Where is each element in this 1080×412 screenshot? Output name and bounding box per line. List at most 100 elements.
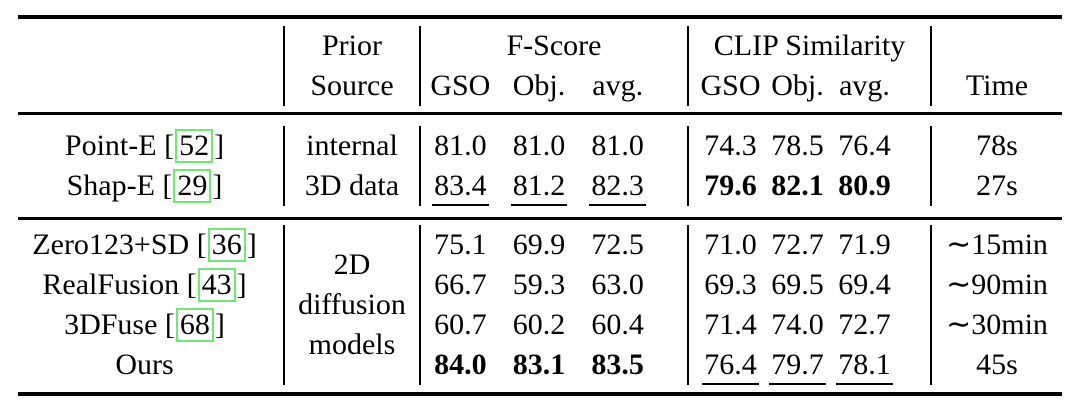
time-column: ∼15min ∼90min ∼30min 45s: [930, 225, 1062, 385]
fscore-cell: 59.3: [500, 265, 579, 305]
fscore-row: 81.0 81.0 81.0: [421, 126, 687, 166]
fscore-cell: 81.0: [500, 126, 579, 166]
method-column: Zero123+SD [36] RealFusion [43] 3DFuse [68…: [18, 225, 283, 385]
score-value: 69.9: [512, 228, 566, 261]
score-value: 60.2: [512, 308, 566, 341]
score-value: 69.3: [704, 268, 757, 301]
fscore-subcol-avg: avg.: [592, 69, 644, 102]
prior-column: 2D diffusion models: [283, 225, 419, 385]
clip-row: 76.4 79.7 78.1: [689, 345, 930, 385]
clip-subcol-obj: Obj.: [771, 69, 824, 102]
time-column: 78s 27s: [930, 126, 1062, 206]
prior-header-line2: Source: [310, 69, 394, 102]
score-value: 83.5: [591, 348, 644, 381]
time-header-label: Time: [965, 69, 1029, 102]
fscore-cell: 63.0: [578, 265, 657, 305]
clip-cell: 80.9: [831, 166, 898, 206]
citation-link[interactable]: 29: [173, 169, 212, 203]
time-header: Time: [930, 26, 1062, 106]
clip-cell: 79.6: [697, 166, 764, 206]
clip-row: 74.3 78.5 76.4: [689, 126, 930, 166]
method-column: Point-E [52] Shap-E [29]: [18, 126, 283, 206]
clip-column: 71.0 72.7 71.9 69.3 69.5 69.4 71.4 74.0 72.7 76.4…: [687, 225, 930, 385]
fscore-cell: 75.1: [421, 225, 500, 265]
results-table: Prior Source F-Score GSO Obj. avg. CLIP …: [18, 15, 1062, 396]
score-value: 81.0: [434, 129, 487, 162]
citation-link[interactable]: 52: [175, 129, 214, 163]
prior-header-line1: Prior: [322, 29, 382, 62]
fscore-cell: 83.5: [578, 345, 657, 385]
fscore-cell: 72.5: [578, 225, 657, 265]
bottom-rule: [18, 392, 1062, 396]
time-cell: 45s: [976, 348, 1018, 381]
method-name: Ours: [115, 348, 174, 381]
method-name: Shap-E: [66, 169, 155, 202]
clip-subcol-avg: avg.: [839, 69, 890, 102]
header-rule: [18, 112, 1062, 115]
method-cell: RealFusion [43]: [42, 268, 247, 302]
clip-cell: 79.7: [764, 345, 831, 385]
score-value: 81.0: [591, 129, 644, 162]
method-name: 3DFuse: [64, 308, 158, 341]
clip-subcol-gso: GSO: [700, 69, 761, 102]
score-value: 72.5: [591, 228, 644, 261]
fscore-column: 75.1 69.9 72.5 66.7 59.3 63.0 60.7 60.2 60.4 84.0…: [419, 225, 687, 385]
score-value: 60.4: [591, 308, 644, 341]
score-value: 81.2: [510, 171, 568, 206]
score-value: 83.4: [432, 171, 489, 206]
score-value: 74.3: [704, 129, 757, 162]
clip-header: CLIP Similarity GSO Obj. avg.: [687, 26, 930, 106]
time-cell: 78s: [976, 129, 1018, 162]
fscore-subcol-obj: Obj.: [512, 69, 566, 102]
fscore-cell: 60.4: [578, 305, 657, 345]
clip-cell: 78.5: [764, 126, 831, 166]
fscore-cell: 81.2: [500, 166, 579, 206]
clip-cell: 69.3: [697, 265, 764, 305]
fscore-cell: 83.4: [421, 166, 500, 206]
method-name: RealFusion: [42, 268, 180, 301]
clip-cell: 71.9: [831, 225, 898, 265]
group-separator-rule: [18, 217, 1062, 220]
fscore-cell: 84.0: [421, 345, 500, 385]
clip-cell: 74.0: [764, 305, 831, 345]
table-header: Prior Source F-Score GSO Obj. avg. CLIP …: [18, 26, 1062, 106]
score-value: 72.7: [838, 308, 891, 341]
prior-source-line: 2D: [333, 248, 371, 281]
citation-link[interactable]: 68: [175, 308, 214, 342]
score-value: 79.7: [769, 350, 826, 385]
score-value: 78.1: [836, 350, 893, 385]
clip-row: 69.3 69.5 69.4: [689, 265, 930, 305]
fscore-row: 66.7 59.3 63.0: [421, 265, 687, 305]
time-cell: ∼90min: [946, 268, 1048, 301]
method-cell: 3DFuse [68]: [64, 308, 225, 342]
prior-source-line: internal: [306, 129, 398, 162]
clip-cell: 69.4: [831, 265, 898, 305]
time-cell: ∼15min: [946, 228, 1048, 261]
citation-link[interactable]: 36: [207, 228, 246, 262]
method-cell: Zero123+SD [36]: [32, 228, 257, 262]
score-value: 84.0: [434, 348, 487, 381]
fscore-group-label: F-Score: [506, 29, 602, 62]
score-value: 81.0: [512, 129, 566, 162]
time-cell: ∼30min: [946, 308, 1048, 341]
fscore-row: 75.1 69.9 72.5: [421, 225, 687, 265]
fscore-header: F-Score GSO Obj. avg.: [419, 26, 687, 106]
clip-row: 71.4 74.0 72.7: [689, 305, 930, 345]
clip-cell: 76.4: [697, 345, 764, 385]
prior-source-line: diffusion: [298, 288, 406, 321]
time-cell: 27s: [976, 169, 1018, 202]
score-value: 78.5: [771, 129, 824, 162]
method-cell: Shap-E [29]: [66, 169, 223, 203]
fscore-subcol-gso: GSO: [430, 69, 491, 102]
clip-cell: 72.7: [831, 305, 898, 345]
fscore-row: 84.0 83.1 83.5: [421, 345, 687, 385]
fscore-row: 83.4 81.2 82.3: [421, 166, 687, 206]
clip-column: 74.3 78.5 76.4 79.6 82.1 80.9: [687, 126, 930, 206]
clip-cell: 69.5: [764, 265, 831, 305]
prior-3d-group: Point-E [52] Shap-E [29] internal 3D data …: [18, 123, 1062, 209]
citation-link[interactable]: 43: [197, 268, 236, 302]
score-value: 80.9: [838, 169, 891, 202]
prior-source-line: models: [308, 328, 396, 361]
fscore-cell: 60.2: [500, 305, 579, 345]
fscore-cell: 81.0: [421, 126, 500, 166]
